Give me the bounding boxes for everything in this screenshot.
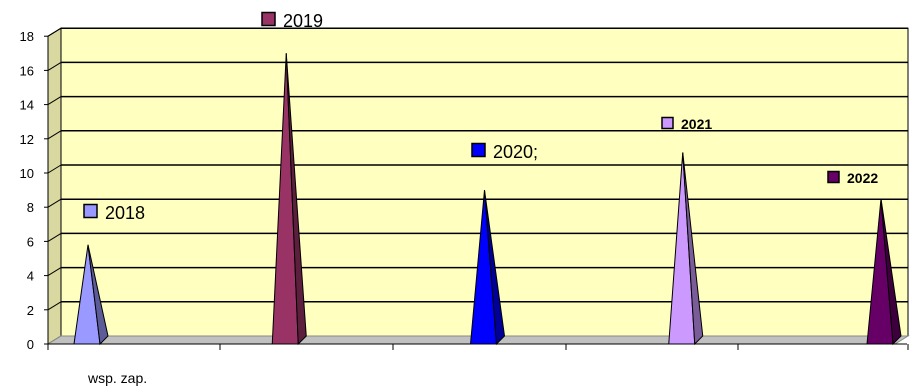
legend-label: 2018 bbox=[105, 203, 145, 223]
cone-side bbox=[484, 190, 506, 346]
cone-2021 bbox=[668, 152, 704, 346]
y-tick-label: 16 bbox=[20, 63, 34, 78]
gridline-side bbox=[47, 130, 62, 140]
y-tick-label: 10 bbox=[20, 166, 34, 181]
y-tick-label: 18 bbox=[20, 29, 34, 44]
side-wall bbox=[47, 27, 62, 345]
y-tick-label: 0 bbox=[27, 337, 34, 352]
legend-swatch bbox=[261, 11, 276, 27]
cone-side bbox=[682, 152, 704, 346]
data-series bbox=[73, 53, 902, 346]
cone-side bbox=[285, 53, 307, 346]
gridline-side bbox=[47, 198, 62, 208]
gridline-side bbox=[47, 232, 62, 242]
legend-swatch bbox=[827, 170, 840, 184]
y-tick-label: 6 bbox=[27, 234, 34, 249]
legend-label: 2019 bbox=[283, 11, 323, 31]
cone-side bbox=[87, 244, 109, 346]
y-axis-ticks: 0 2 4 6 8 10 12 14 16 18 bbox=[20, 29, 48, 352]
y-tick-label: 12 bbox=[20, 132, 34, 147]
legend-label: 2021 bbox=[681, 116, 712, 132]
y-tick-label: 14 bbox=[20, 98, 34, 113]
legend-label: 2022 bbox=[847, 170, 878, 186]
gridline-side bbox=[47, 267, 62, 277]
cone-2020 bbox=[469, 190, 506, 346]
gridline-side bbox=[47, 27, 62, 37]
gridline-side bbox=[47, 164, 62, 174]
legend-swatch bbox=[83, 203, 98, 219]
cone-2022 bbox=[866, 198, 902, 346]
legend-swatch bbox=[471, 142, 486, 158]
series-labels: 2018 2019 2020; 2021 2022 bbox=[83, 11, 878, 223]
cone-side bbox=[880, 198, 902, 346]
legend-swatch bbox=[661, 116, 674, 130]
x-category-label: wsp. zap. bbox=[87, 370, 147, 386]
y-tick-label: 4 bbox=[27, 269, 34, 284]
cone-2018 bbox=[73, 244, 109, 346]
y-tick-label: 8 bbox=[27, 200, 34, 215]
gridline-side bbox=[47, 61, 62, 71]
gridline-side bbox=[47, 96, 62, 106]
legend-label: 2020; bbox=[493, 142, 538, 162]
gridline-side bbox=[47, 301, 62, 311]
cone-2019 bbox=[271, 53, 307, 346]
y-tick-label: 2 bbox=[27, 303, 34, 318]
